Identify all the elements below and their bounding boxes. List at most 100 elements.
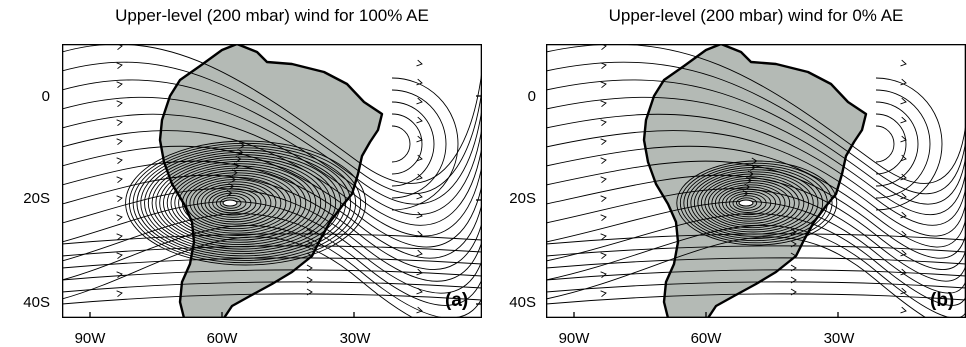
vortex-streamline bbox=[181, 174, 292, 232]
streamline-arrow bbox=[900, 97, 907, 105]
streamline-arrow bbox=[116, 138, 123, 146]
streamline-arrow bbox=[116, 271, 123, 279]
streamline-arrow bbox=[900, 287, 907, 295]
vortex-streamline bbox=[683, 164, 828, 242]
panel-a-title: Upper-level (200 mbar) wind for 100% AE bbox=[115, 6, 429, 25]
x-tick-90w: 90W bbox=[74, 330, 106, 347]
vortex-streamline bbox=[732, 195, 762, 211]
vortex-streamline bbox=[193, 181, 277, 225]
vortex-streamline bbox=[704, 177, 800, 229]
vortex-streamline bbox=[151, 156, 332, 250]
outer-streamline bbox=[62, 188, 482, 282]
streamline-arrow bbox=[116, 233, 123, 241]
streamline-arrow bbox=[600, 271, 607, 279]
outer-streamline bbox=[546, 174, 966, 271]
east-loop-streamline bbox=[875, 89, 931, 199]
outer-streamline bbox=[546, 61, 966, 194]
streamline-arrow bbox=[416, 78, 423, 86]
vortex-streamline bbox=[140, 149, 347, 257]
zonal-streamline bbox=[546, 245, 966, 257]
zonal-streamline bbox=[62, 233, 482, 245]
streamline-arrow bbox=[306, 228, 313, 236]
panel-a-frame bbox=[62, 44, 482, 318]
zonal-streamline bbox=[62, 269, 482, 281]
zonal-streamline bbox=[62, 257, 482, 269]
east-loop-streamline bbox=[391, 101, 435, 187]
streamline-arrow bbox=[900, 59, 907, 67]
east-loop-streamline bbox=[391, 89, 447, 199]
panel-b-map bbox=[546, 44, 966, 318]
zonal-streamline bbox=[62, 293, 482, 305]
vortex-streamline bbox=[215, 195, 247, 211]
streamline-arrow bbox=[600, 195, 607, 203]
y-tick-20s-b: 20S bbox=[509, 190, 536, 207]
panel-a-label: (a) bbox=[445, 290, 469, 311]
outer-streamline bbox=[62, 213, 482, 306]
east-loop-streamline bbox=[875, 77, 943, 211]
streamline-arrow bbox=[790, 264, 797, 272]
panel-b-title: Upper-level (200 mbar) wind for 0% AE bbox=[608, 6, 904, 25]
outer-streamline bbox=[546, 79, 966, 205]
streamline-arrow bbox=[416, 59, 423, 67]
panel-a-ticks bbox=[89, 95, 482, 318]
streamline-arrow bbox=[900, 78, 907, 86]
streamline-arrow bbox=[116, 119, 123, 127]
outer-streamline bbox=[546, 96, 966, 216]
zonal-streamline bbox=[546, 257, 966, 269]
streamline-arrow bbox=[790, 252, 797, 260]
x-tick-30w: 30W bbox=[339, 330, 371, 347]
vortex-streamline bbox=[174, 170, 302, 236]
x-tick-60w-b: 60W bbox=[690, 330, 722, 347]
streamline-arrow bbox=[116, 176, 123, 184]
zonal-streamline bbox=[546, 233, 966, 245]
panel-a-map bbox=[62, 44, 482, 318]
streamline-arrow bbox=[600, 214, 607, 222]
vortex-streamline bbox=[147, 154, 337, 252]
streamline-arrow bbox=[116, 214, 123, 222]
streamline-arrow bbox=[116, 252, 123, 260]
zonal-streamline bbox=[546, 293, 966, 305]
vortex-streamline bbox=[159, 160, 322, 246]
panel-b-ticks bbox=[573, 312, 839, 318]
streamline-arrow bbox=[600, 176, 607, 184]
streamline-arrow bbox=[306, 276, 313, 284]
outer-streamline bbox=[62, 96, 482, 216]
vortex-streamline bbox=[679, 162, 833, 244]
outer-streamline bbox=[546, 213, 966, 306]
outer-streamline bbox=[546, 130, 966, 237]
zonal-streamline bbox=[62, 245, 482, 257]
y-tick-0-b: 0 bbox=[527, 88, 536, 105]
zonal-streamline bbox=[546, 269, 966, 281]
zonal-streamline bbox=[546, 281, 966, 293]
outer-streamline bbox=[546, 113, 966, 226]
streamline-arrow bbox=[116, 100, 123, 108]
streamline-arrow bbox=[600, 119, 607, 127]
y-tick-20s: 20S bbox=[23, 190, 50, 207]
streamline-arrow bbox=[751, 157, 758, 165]
east-loop-streamline bbox=[391, 125, 411, 163]
x-tick-30w-b: 30W bbox=[823, 330, 855, 347]
vortex-streamline bbox=[736, 197, 758, 209]
streamline-arrow bbox=[790, 288, 797, 296]
streamline-arrow bbox=[900, 116, 907, 124]
outer-streamline bbox=[546, 160, 966, 259]
streamline-arrow bbox=[416, 306, 423, 314]
outer-streamline bbox=[62, 130, 482, 237]
streamline-arrow bbox=[600, 62, 607, 70]
east-loop-streamline bbox=[391, 113, 423, 175]
outer-streamline bbox=[546, 188, 966, 282]
streamline-arrow bbox=[790, 228, 797, 236]
streamline-arrow bbox=[790, 276, 797, 284]
east-loop-streamline bbox=[875, 113, 907, 175]
streamline-arrow bbox=[416, 173, 423, 181]
streamline-arrow bbox=[900, 211, 907, 219]
panel-b-label: (b) bbox=[930, 290, 955, 311]
streamline-arrow bbox=[900, 306, 907, 314]
outer-streamline bbox=[62, 113, 482, 226]
outer-streamline bbox=[546, 145, 966, 248]
streamline-arrow bbox=[416, 211, 423, 219]
y-tick-40s-b: 40S bbox=[509, 294, 536, 311]
outer-streamline bbox=[546, 236, 966, 318]
vortex-streamline bbox=[197, 183, 272, 223]
streamline-arrow bbox=[600, 138, 607, 146]
